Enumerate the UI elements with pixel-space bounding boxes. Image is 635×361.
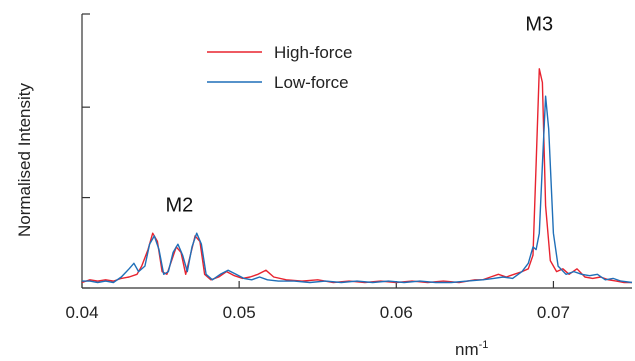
series-line-low-force	[82, 95, 633, 284]
x-axis-title-superscript: -1	[479, 339, 489, 351]
annotations: M2 M3	[166, 13, 554, 216]
series-line-high-force	[81, 68, 632, 284]
legend: High-force Low-force	[207, 43, 352, 92]
x-axis-title-base: nm	[455, 340, 479, 359]
x-tick-label: 0.04	[65, 303, 98, 322]
peak-label-m2: M2	[166, 194, 194, 216]
x-tick-label: 0.05	[223, 303, 256, 322]
peak-label-m3: M3	[525, 13, 553, 35]
x-tick-label: 0.06	[380, 303, 413, 322]
legend-label: High-force	[274, 43, 352, 62]
y-axis-title: Normalised Intensity	[15, 83, 34, 238]
y-ticks	[82, 13, 90, 289]
x-ticks: 0.04 0.05 0.06 0.07	[65, 281, 570, 322]
legend-label: Low-force	[274, 73, 349, 92]
x-tick-label: 0.07	[537, 303, 570, 322]
x-axis-title: nm-1	[455, 339, 488, 359]
axes-group	[81, 14, 632, 289]
series-layer	[81, 68, 633, 284]
